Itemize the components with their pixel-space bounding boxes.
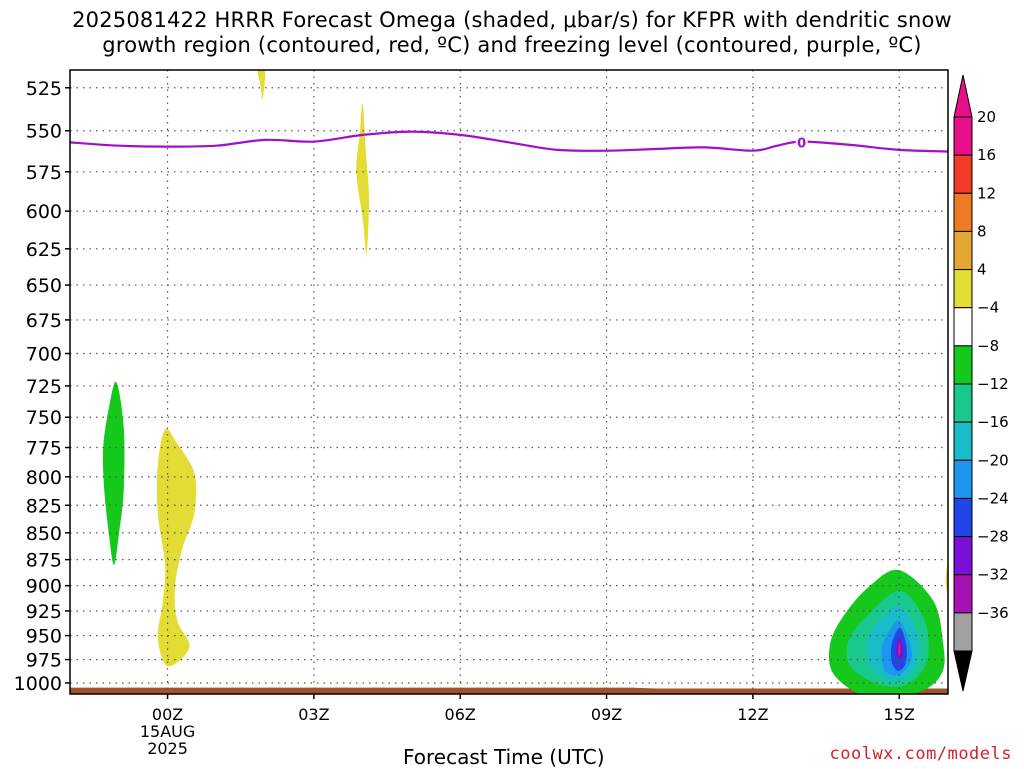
freezing-level-layer: 0: [70, 130, 948, 153]
y-tick-label: 600: [26, 201, 62, 223]
colorbar-label: −12: [977, 375, 1009, 393]
y-tick-label: 525: [26, 78, 62, 100]
grid-layer: [70, 70, 948, 694]
colorbar-swatch: [953, 230, 973, 271]
freezing-level-label: 0: [797, 136, 806, 151]
colorbar-swatch: [953, 536, 973, 576]
y-tick-label: 550: [26, 121, 62, 143]
omega-region-0: [257, 70, 266, 99]
colorbar-swatch: [953, 307, 973, 347]
freezing-level-label-bg: [795, 135, 808, 150]
colorbar-label: 4: [977, 261, 987, 279]
omega-region-3: [156, 428, 197, 667]
y-tick-label: 575: [26, 162, 62, 184]
plot-frame: [69, 69, 949, 695]
colorbar-label: −20: [977, 451, 1009, 469]
colorbar-label: −32: [977, 566, 1009, 584]
x-tick-label: 03Z: [298, 705, 329, 724]
y-tick-label: 750: [26, 407, 62, 429]
colorbar-swatch: [953, 192, 973, 232]
x-tick-label: 15Z: [884, 705, 915, 724]
colorbar-swatch: [953, 421, 973, 461]
colorbar-label: −28: [977, 528, 1009, 546]
y-tick-label: 900: [26, 576, 62, 598]
credit-text: coolwx.com/models: [829, 744, 1012, 764]
colorbar: 20 16 12 8 4 −4 −8 −12 −16 −20 −24 −28 −32 −36: [953, 74, 1009, 692]
x-tick-label: 06Z: [445, 705, 476, 724]
colorbar-label: −8: [977, 337, 999, 355]
colorbar-swatch: [953, 116, 973, 156]
colorbar-top-arrow: [953, 74, 973, 118]
y-tick-label: 775: [26, 438, 62, 460]
colorbar-label: 20: [977, 108, 996, 126]
colorbar-label: −24: [977, 489, 1009, 507]
axes-layer: 525 550 575 600 625 650 675 700 725 750 775 800 825 8…: [14, 69, 949, 758]
x-tick-sublabel: 2025: [147, 739, 188, 758]
x-tick-label: 09Z: [591, 705, 622, 724]
x-tick-sublabel: 15AUG: [140, 722, 195, 741]
x-axis-label: Forecast Time (UTC): [403, 745, 605, 769]
y-tick-label: 975: [26, 650, 62, 672]
colorbar-label: −36: [977, 604, 1009, 622]
title-line-1: 2025081422 HRRR Forecast Omega (shaded, …: [72, 8, 952, 32]
y-tick-label: 800: [26, 467, 62, 489]
colorbar-swatch: [953, 269, 973, 309]
colorbar-swatch: [953, 497, 973, 538]
x-tick-label: 12Z: [737, 705, 768, 724]
y-tick-label: 700: [26, 344, 62, 366]
y-tick-label: 725: [26, 376, 62, 398]
colorbar-swatch: [953, 612, 973, 652]
terrain-fill: [70, 687, 948, 694]
x-tick-label: 00Z: [152, 705, 183, 724]
y-tick-label: 1000: [14, 673, 62, 695]
colorbar-label: 8: [977, 222, 987, 240]
freezing-level-line: [70, 130, 948, 153]
omega-shading-layer: [102, 70, 948, 694]
colorbar-swatch: [953, 154, 973, 194]
colorbar-label: 16: [977, 146, 996, 164]
colorbar-label: 12: [977, 184, 996, 202]
colorbar-bottom-arrow: [953, 650, 973, 692]
omega-region-1: [356, 103, 370, 254]
y-tick-label: 925: [26, 601, 62, 623]
y-tick-label: 675: [26, 310, 62, 332]
y-tick-label: 850: [26, 523, 62, 545]
colorbar-label: −4: [977, 299, 999, 317]
y-tick-label: 875: [26, 550, 62, 572]
colorbar-swatch: [953, 574, 973, 614]
terrain-layer: [70, 687, 948, 694]
colorbar-swatch: [953, 345, 973, 385]
title-line-2: growth region (contoured, red, ºC) and f…: [102, 33, 922, 57]
y-tick-label: 650: [26, 275, 62, 297]
y-tick-label: 950: [26, 626, 62, 648]
colorbar-label: −16: [977, 413, 1009, 431]
y-tick-label: 825: [26, 495, 62, 517]
colorbar-swatch: [953, 459, 973, 499]
y-tick-label: 625: [26, 239, 62, 261]
chart-title: 2025081422 HRRR Forecast Omega (shaded, …: [0, 8, 1024, 58]
colorbar-swatch: [953, 383, 973, 423]
omega-region-2: [102, 381, 125, 565]
